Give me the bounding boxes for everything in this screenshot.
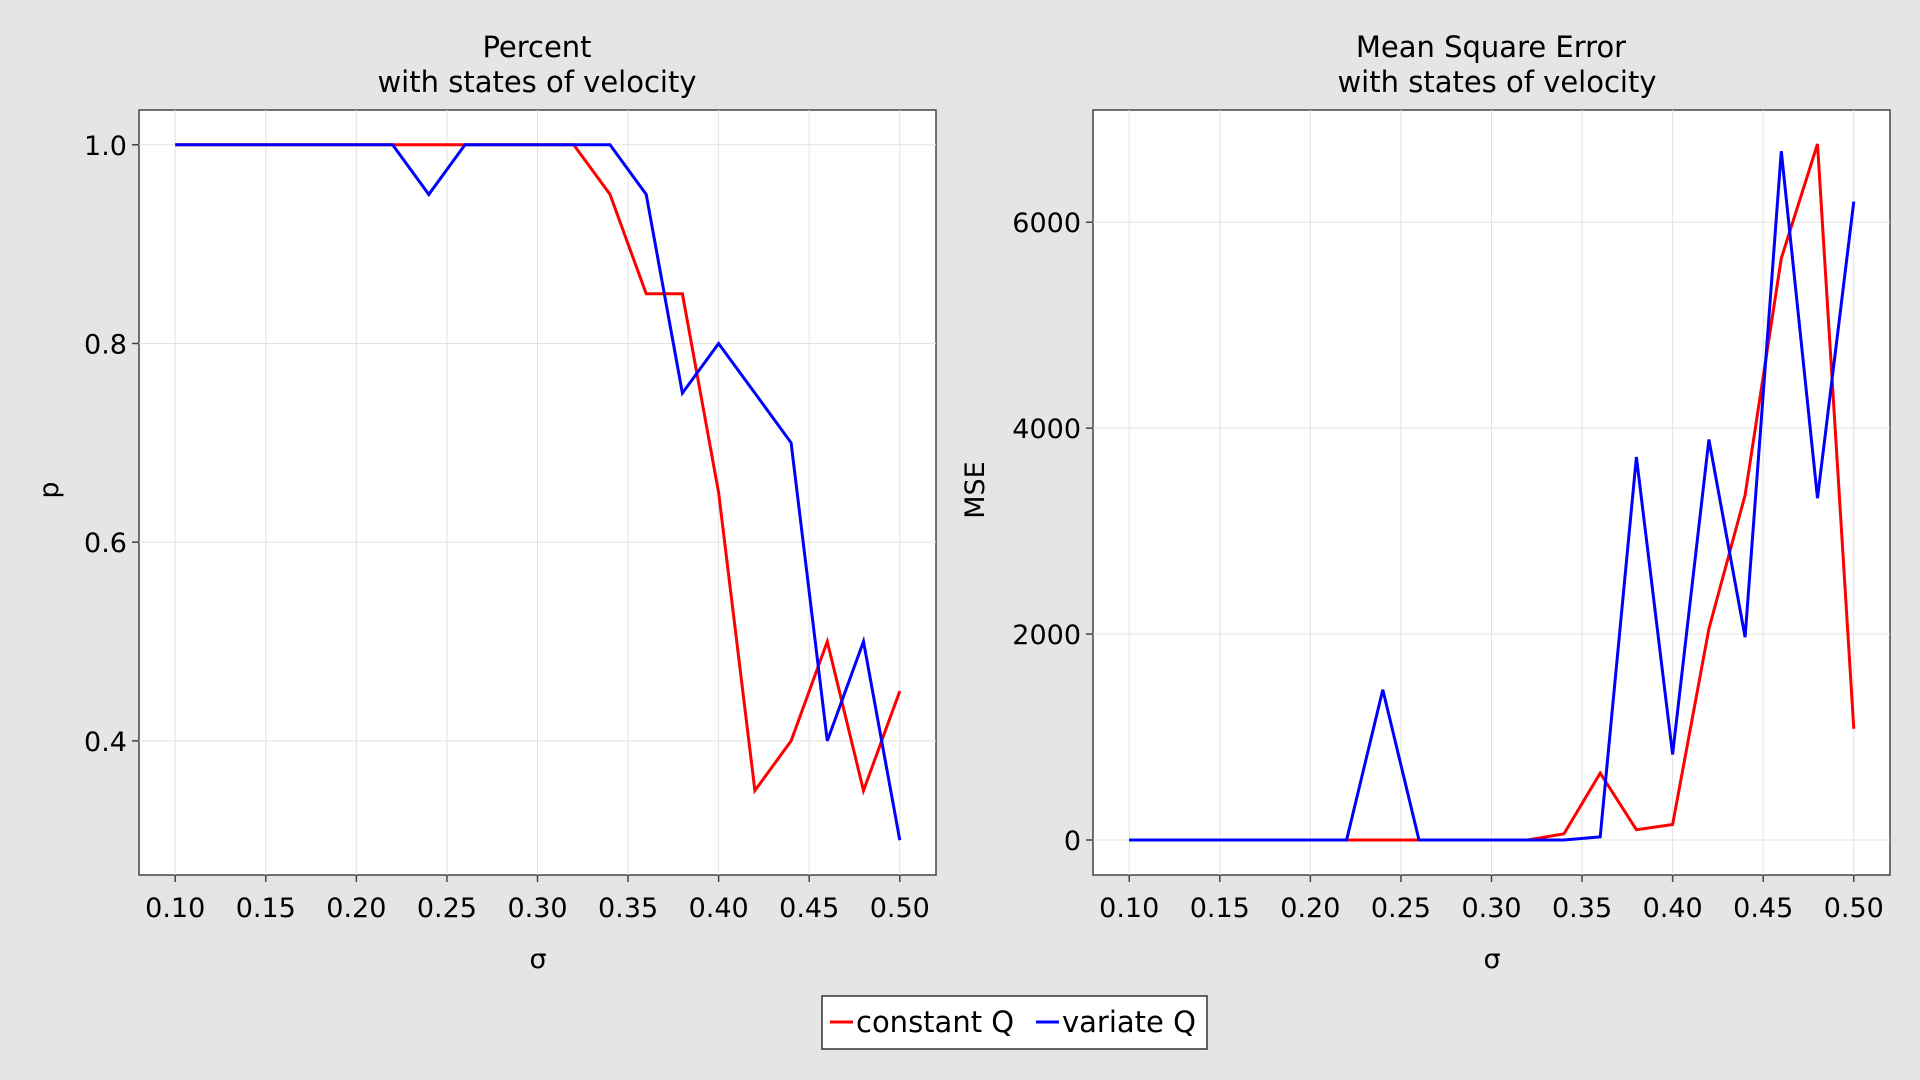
- x-tick-label: 0.45: [779, 893, 839, 924]
- legend-label-constant-q: constant Q: [856, 1005, 1014, 1039]
- y-axis-label: MSE: [960, 461, 991, 519]
- x-tick-label: 0.45: [1733, 893, 1793, 924]
- y-tick-label: 0.6: [84, 528, 127, 559]
- x-tick-label: 0.40: [689, 893, 749, 924]
- x-tick-label: 0.15: [236, 893, 296, 924]
- mse-chart-panel: Mean Square Error with states of velocit…: [960, 30, 1891, 975]
- x-tick-label: 0.10: [1099, 893, 1159, 924]
- x-tick-label: 0.40: [1643, 893, 1703, 924]
- x-tick-label: 0.25: [417, 893, 477, 924]
- series-line-variate-q: [175, 143, 902, 841]
- y-tick-label: 6000: [1012, 208, 1081, 239]
- x-tick-label: 0.10: [145, 893, 205, 924]
- x-tick-label: 0.20: [326, 893, 386, 924]
- series-line-variate-q: [1129, 151, 1856, 842]
- legend-box: [821, 995, 1208, 1050]
- chart-title-line-2: with states of velocity: [1337, 65, 1656, 99]
- x-axis-label: σ: [1483, 944, 1500, 975]
- x-tick-label: 0.50: [870, 893, 930, 924]
- y-tick-label: 2000: [1012, 620, 1081, 651]
- x-tick-label: 0.25: [1371, 893, 1431, 924]
- x-tick-label: 0.30: [1461, 893, 1521, 924]
- percent-chart-panel: Percent with states of velocity σ p 0.10…: [34, 30, 937, 975]
- chart-title-line-2: with states of velocity: [377, 65, 696, 99]
- x-tick-label: 0.20: [1280, 893, 1340, 924]
- legend-label-variate-q: variate Q: [1062, 1005, 1196, 1039]
- y-tick-label: 1.0: [84, 131, 127, 162]
- chart-title-line-1: Mean Square Error: [1356, 30, 1626, 64]
- y-tick-label: 4000: [1012, 414, 1081, 445]
- x-axis-label: σ: [529, 944, 546, 975]
- x-tick-label: 0.35: [1552, 893, 1612, 924]
- x-tick-label: 0.50: [1824, 893, 1884, 924]
- legend: constant Q variate Q: [821, 995, 1208, 1050]
- x-tick-label: 0.15: [1190, 893, 1250, 924]
- y-tick-label: 0.8: [84, 329, 127, 360]
- y-tick-label: 0.4: [84, 727, 127, 758]
- y-tick-label: 0: [1064, 826, 1081, 857]
- x-tick-label: 0.30: [507, 893, 567, 924]
- chart-title-line-1: Percent: [482, 30, 591, 64]
- y-axis-label: p: [34, 481, 65, 498]
- x-tick-label: 0.35: [598, 893, 658, 924]
